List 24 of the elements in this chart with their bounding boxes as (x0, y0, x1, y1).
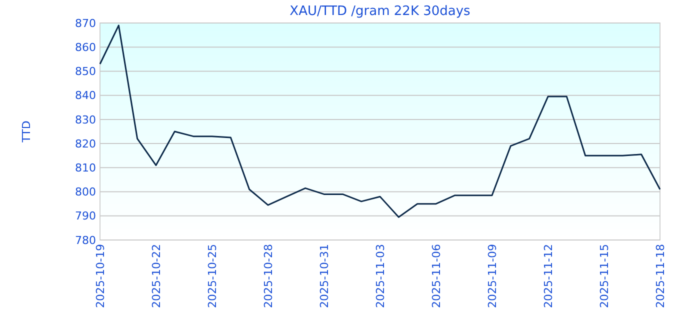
x-tick-label: 2025-11-18 (654, 244, 667, 308)
x-tick-label: 2025-11-03 (374, 244, 387, 308)
y-tick-label: 860 (75, 40, 96, 54)
x-tick-label: 2025-11-06 (430, 244, 443, 308)
y-tick-label: 800 (75, 186, 96, 199)
y-tick-label: 780 (75, 234, 96, 247)
chart-title: XAU/TTD /gram 22K 30days (290, 4, 471, 19)
y-tick-label: 870 (75, 16, 96, 30)
y-tick-label: 790 (75, 210, 96, 223)
x-tick-label: 2025-11-15 (598, 244, 611, 308)
x-tick-label: 2025-10-28 (262, 244, 275, 308)
x-tick-label: 2025-10-19 (94, 244, 107, 308)
y-tick-label: 820 (75, 137, 96, 150)
x-tick-label: 2025-10-31 (318, 244, 331, 308)
y-tick-label: 850 (75, 65, 96, 78)
x-tick-label: 2025-10-22 (150, 244, 163, 308)
line-series (99, 24, 661, 218)
y-axis-title: TTD (20, 120, 33, 144)
x-tick-label: 2025-10-25 (206, 244, 219, 308)
y-tick-label: 840 (75, 89, 96, 102)
x-tick-label: 2025-11-12 (542, 244, 555, 308)
y-tick-label: 830 (75, 113, 96, 126)
x-tick-label: 2025-11-09 (486, 244, 499, 308)
y-tick-label: 810 (75, 162, 96, 175)
